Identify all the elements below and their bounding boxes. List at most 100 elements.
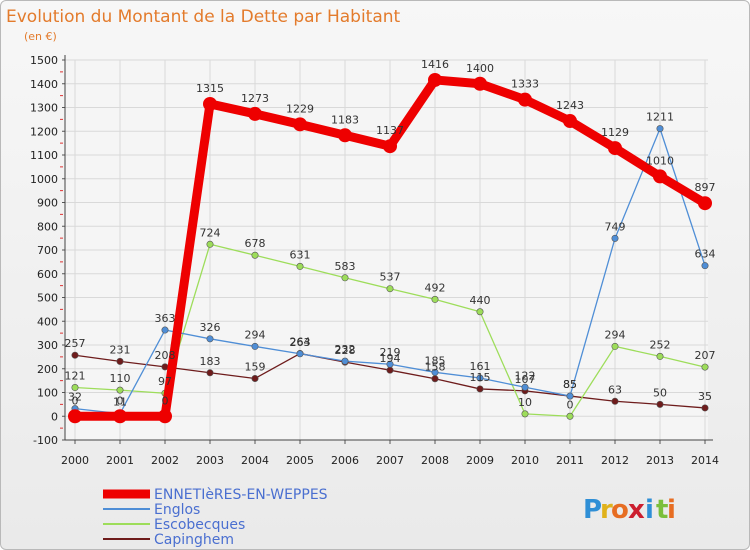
- data-point: [473, 76, 487, 91]
- x-tick-label: 2012: [601, 454, 629, 467]
- data-point: [608, 141, 622, 156]
- x-tick-label: 2014: [691, 454, 719, 467]
- data-label: 749: [605, 220, 626, 233]
- chart-subtitle: (en €): [24, 30, 57, 43]
- data-label: 183: [200, 355, 221, 368]
- y-tick-label: 1000: [30, 173, 58, 186]
- data-point: [611, 234, 619, 242]
- data-label: 1010: [646, 154, 674, 167]
- y-tick-label: 1300: [30, 102, 58, 115]
- data-label: 1129: [601, 126, 629, 139]
- data-label: 363: [155, 312, 176, 325]
- y-tick-label: -100: [33, 434, 58, 447]
- data-label: 492: [425, 281, 446, 294]
- data-point: [701, 363, 709, 371]
- data-point: [431, 295, 439, 303]
- data-point: [656, 352, 664, 360]
- logo-letter: r: [600, 495, 613, 525]
- data-point: [293, 117, 307, 132]
- data-point: [248, 106, 262, 121]
- data-point: [158, 409, 172, 424]
- data-point: [161, 363, 169, 371]
- data-label: 63: [608, 383, 622, 396]
- data-label: 1400: [466, 62, 494, 75]
- data-point: [518, 92, 532, 107]
- data-label: 208: [155, 349, 176, 362]
- data-label: 107: [515, 373, 536, 386]
- data-point: [566, 392, 574, 400]
- data-point: [116, 357, 124, 365]
- data-label: 0: [567, 398, 574, 411]
- data-point: [431, 375, 439, 383]
- y-tick-label: 400: [37, 315, 58, 328]
- logo-letter: i: [667, 495, 676, 525]
- data-label: 35: [698, 390, 712, 403]
- data-label: 50: [653, 386, 667, 399]
- data-point: [563, 114, 577, 129]
- logo-letter: x: [628, 495, 645, 525]
- data-label: 724: [200, 226, 221, 239]
- x-tick-label: 2004: [241, 454, 269, 467]
- data-label: 97: [158, 375, 172, 388]
- data-point: [206, 369, 214, 377]
- data-point: [206, 335, 214, 343]
- data-label: 231: [110, 343, 131, 356]
- axes: -100010020030040050060070080090010001100…: [30, 54, 719, 467]
- data-label: 32: [68, 391, 82, 404]
- data-point: [296, 262, 304, 270]
- legend-label: Englos: [154, 502, 200, 518]
- data-point: [521, 383, 529, 391]
- x-tick-label: 2007: [376, 454, 404, 467]
- x-tick-label: 2001: [106, 454, 134, 467]
- legend-label: ENNETIèRES-EN-WEPPES: [154, 487, 328, 503]
- data-label: 0: [117, 394, 124, 407]
- data-point: [68, 409, 82, 424]
- y-tick-label: 0: [51, 410, 58, 423]
- logo-letter: i: [645, 495, 654, 525]
- logo-letter: t: [656, 495, 668, 525]
- y-tick-label: 600: [37, 268, 58, 281]
- data-label: 194: [380, 352, 401, 365]
- series-layer: [68, 72, 712, 424]
- data-label: 161: [470, 360, 491, 373]
- data-label: 897: [695, 181, 716, 194]
- data-label: 1211: [646, 111, 674, 124]
- data-point: [341, 274, 349, 282]
- x-tick-label: 2005: [286, 454, 314, 467]
- data-label: 264: [290, 336, 311, 349]
- data-point: [386, 360, 394, 368]
- x-tick-label: 2008: [421, 454, 449, 467]
- x-tick-label: 2010: [511, 454, 539, 467]
- data-label: 257: [65, 337, 86, 350]
- data-label: 1333: [511, 78, 539, 91]
- data-label: 158: [425, 361, 446, 374]
- data-point: [698, 196, 712, 211]
- data-label: 1315: [196, 82, 224, 95]
- data-label: 252: [650, 338, 671, 351]
- logo-letter: P: [583, 495, 602, 525]
- data-label: 294: [605, 328, 626, 341]
- data-point: [653, 169, 667, 184]
- data-point: [428, 72, 442, 87]
- data-point: [71, 384, 79, 392]
- y-tick-label: 900: [37, 197, 58, 210]
- data-label: 440: [470, 294, 491, 307]
- data-label: 85: [563, 378, 577, 391]
- proxiti-logo: Pro x i ti: [583, 495, 676, 525]
- data-point: [521, 410, 529, 418]
- data-label: 185: [425, 354, 446, 367]
- data-label: 10: [518, 396, 532, 409]
- y-tick-label: 700: [37, 244, 58, 257]
- data-label: 1183: [331, 113, 359, 126]
- y-tick-label: 1100: [30, 149, 58, 162]
- data-point: [476, 385, 484, 393]
- data-label: 122: [515, 369, 536, 382]
- x-tick-label: 2006: [331, 454, 359, 467]
- data-label: 583: [335, 260, 356, 273]
- data-label: 678: [245, 237, 266, 250]
- y-tick-label: 1200: [30, 125, 58, 138]
- data-label: 634: [695, 248, 716, 261]
- data-label: 1137: [376, 124, 404, 137]
- data-label: 1416: [421, 58, 449, 71]
- data-label: 0: [72, 394, 79, 407]
